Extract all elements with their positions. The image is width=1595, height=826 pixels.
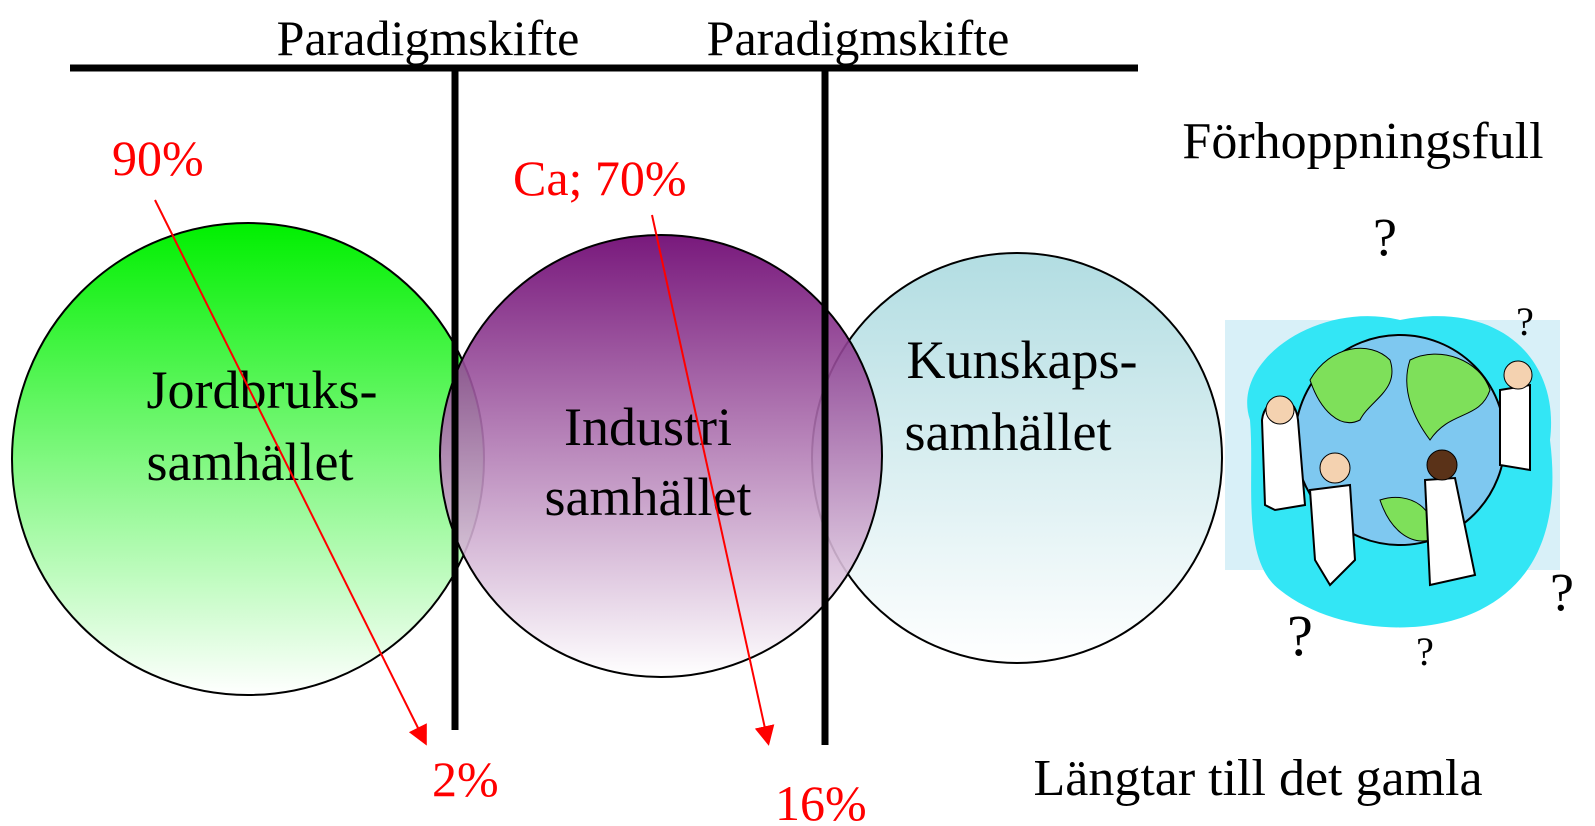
circle-label: samhället — [905, 402, 1112, 462]
longing-label: Längtar till det gamla — [1033, 750, 1482, 807]
globe-clipart — [1225, 316, 1560, 627]
circle-label: samhället — [545, 467, 752, 527]
annotation: Ca; 70% — [513, 150, 687, 206]
question-mark: ? — [1287, 603, 1313, 668]
question-mark: ? — [1373, 207, 1397, 267]
diagram: Paradigmskifte Paradigmskifte Jordbruks-… — [0, 0, 1595, 826]
hope-label: Förhoppningsfull — [1182, 113, 1543, 170]
annotation: 2% — [432, 751, 499, 807]
question-mark: ? — [1550, 562, 1574, 622]
circle-label: Jordbruks- — [147, 360, 378, 420]
question-mark: ? — [1516, 299, 1534, 344]
annotation: 90% — [112, 130, 204, 186]
question-mark: ? — [1416, 629, 1434, 674]
circle-label: Kunskaps- — [907, 330, 1138, 390]
shift-label: Paradigmskifte — [277, 10, 580, 66]
circle-label: samhället — [147, 432, 354, 492]
annotation: 16% — [775, 775, 867, 826]
shift-label: Paradigmskifte — [707, 10, 1010, 66]
circle-label: Industri — [564, 397, 732, 457]
